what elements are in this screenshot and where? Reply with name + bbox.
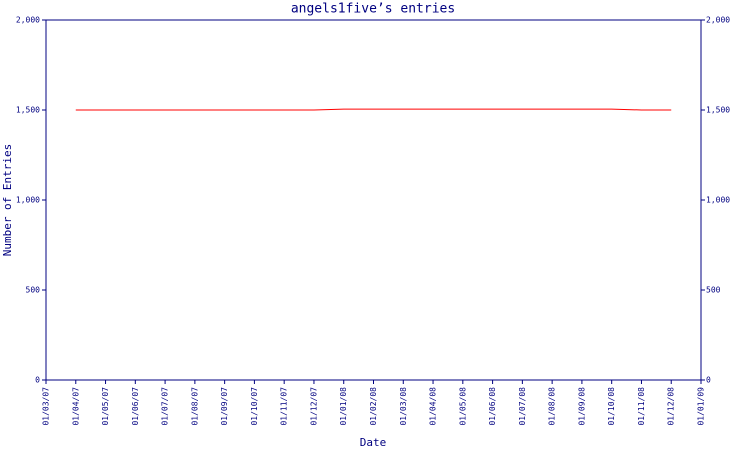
x-tick-label: 01/06/07 xyxy=(131,387,140,426)
x-tick-label: 01/05/08 xyxy=(458,387,467,426)
x-tick-label: 01/03/07 xyxy=(42,387,51,426)
x-tick-label: 01/06/08 xyxy=(488,387,497,426)
plot-frame xyxy=(45,19,702,381)
y-tick-label: 500 xyxy=(26,286,41,295)
x-tick-label: 01/09/07 xyxy=(220,387,229,426)
y2-tick-label: 2,000 xyxy=(706,16,730,25)
x-tick-label: 01/04/07 xyxy=(71,387,80,426)
y-axis-label: Number of Entries xyxy=(1,144,14,257)
y2-tick-label: 1,000 xyxy=(706,196,730,205)
y-tick-label: 1,500 xyxy=(16,106,40,115)
y2-tick-label: 0 xyxy=(706,376,711,385)
x-tick-label: 01/09/08 xyxy=(577,387,586,426)
x-tick-label: 01/07/08 xyxy=(518,387,527,426)
x-tick-label: 01/02/08 xyxy=(369,387,378,426)
x-tick-label: 01/11/08 xyxy=(637,387,646,426)
chart-title: angels1five’s entries xyxy=(291,2,455,17)
x-tick-label: 01/03/08 xyxy=(399,387,408,426)
x-axis-label: Date xyxy=(360,436,387,449)
y2-tick-label: 500 xyxy=(706,286,721,295)
x-tick-label: 01/12/07 xyxy=(309,387,318,426)
x-tick-label: 01/08/08 xyxy=(548,387,557,426)
data-line xyxy=(75,108,672,111)
x-tick-label: 01/11/07 xyxy=(280,387,289,426)
y-tick-label: 0 xyxy=(35,376,40,385)
x-tick-label: 01/05/07 xyxy=(101,387,110,426)
x-tick-label: 01/10/08 xyxy=(607,387,616,426)
y-tick-label: 1,000 xyxy=(16,196,40,205)
x-tick-label: 01/08/07 xyxy=(190,387,199,426)
y2-tick-label: 1,500 xyxy=(706,106,730,115)
y-tick-label: 2,000 xyxy=(16,16,40,25)
x-tick-label: 01/10/07 xyxy=(250,387,259,426)
x-tick-label: 01/04/08 xyxy=(429,387,438,426)
x-tick-label: 01/01/08 xyxy=(339,387,348,426)
x-tick-label: 01/01/09 xyxy=(697,387,706,426)
x-tick-label: 01/07/07 xyxy=(161,387,170,426)
x-tick-label: 01/12/08 xyxy=(667,387,676,426)
